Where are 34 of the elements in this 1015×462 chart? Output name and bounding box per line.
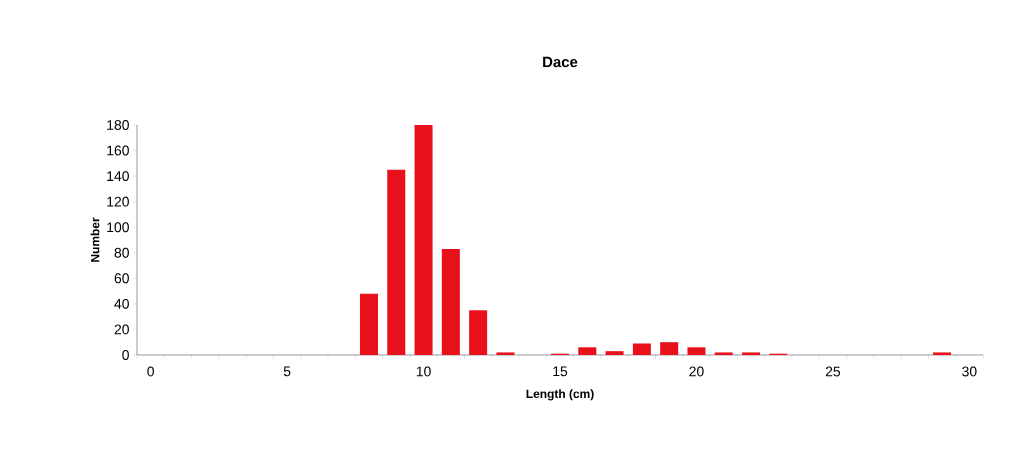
x-tick-label: 5	[283, 366, 291, 377]
x-tick-label: 15	[553, 366, 568, 377]
x-tick-label: 10	[416, 366, 431, 377]
bar	[660, 342, 679, 355]
y-tick-label: 20	[114, 324, 129, 335]
bar	[632, 343, 651, 355]
bar	[387, 169, 406, 355]
y-tick-label: 40	[114, 298, 129, 309]
x-tick-label: 0	[147, 366, 154, 377]
y-tick-label: 0	[122, 350, 129, 360]
bar	[742, 352, 761, 355]
bar	[496, 352, 515, 355]
bar	[687, 347, 706, 355]
x-axis-title: Length (cm)	[526, 389, 594, 401]
bar	[605, 351, 624, 355]
y-axis-title: Number	[90, 217, 100, 262]
x-tick-label: 30	[962, 366, 977, 377]
bar	[441, 248, 460, 355]
bar	[714, 352, 733, 355]
x-tick-label: 25	[825, 366, 841, 377]
y-tick-label: 160	[107, 145, 129, 156]
y-tick-label: 100	[107, 222, 129, 233]
bar	[414, 124, 433, 355]
bar	[578, 347, 597, 355]
bar	[359, 293, 378, 355]
y-tick-label: 120	[107, 196, 129, 207]
bar	[469, 310, 488, 355]
bar	[933, 352, 952, 355]
y-tick-label: 80	[114, 247, 129, 258]
chart-title: Dace	[543, 56, 578, 68]
y-tick-label: 180	[107, 120, 129, 130]
x-tick-label: 20	[689, 366, 704, 377]
y-tick-label: 60	[114, 273, 129, 284]
y-tick-label: 140	[107, 171, 129, 182]
